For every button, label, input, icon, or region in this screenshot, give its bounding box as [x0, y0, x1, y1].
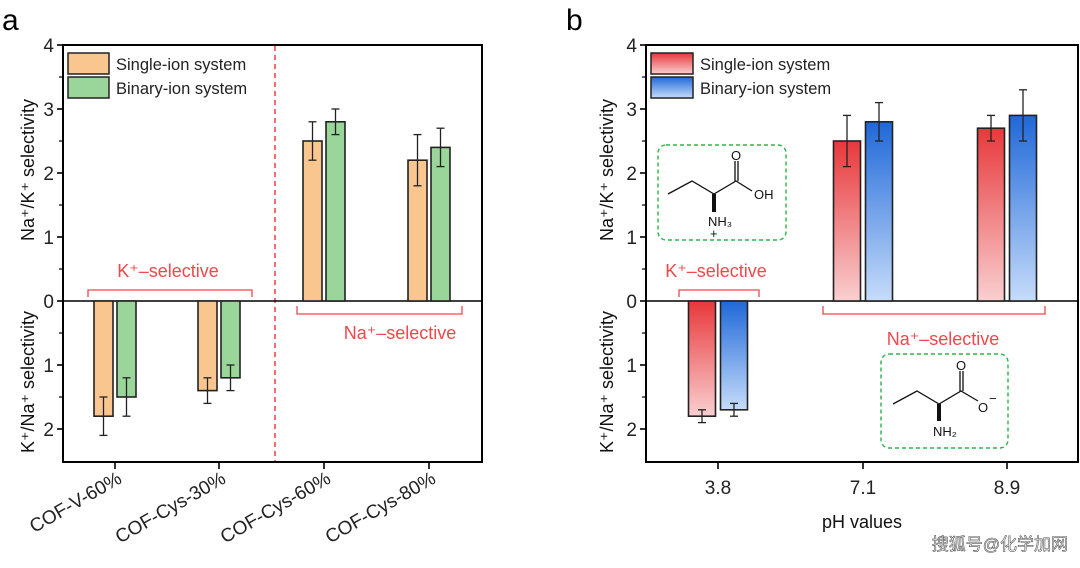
y-tick-label: 1: [43, 356, 54, 377]
watermark: 搜狐号@化学加网: [932, 535, 1068, 554]
bar-binary: [1008, 114, 1038, 302]
atom-nh3: NH₃: [708, 214, 732, 229]
k-selective-label: K⁺–selective: [665, 261, 767, 281]
y-label-top-b: Na⁺/K⁺ selectivity: [597, 99, 617, 241]
x-tick-label: COF-Cys-60%: [217, 468, 335, 548]
structure-deprotonated: O O − NH₂: [880, 353, 1009, 449]
y-tick-label: 1: [626, 356, 637, 377]
x-label-b: pH values: [822, 512, 902, 532]
k-selective-label: K⁺–selective: [117, 261, 219, 281]
atom-oh: OH: [754, 187, 774, 202]
atom-o: O: [731, 148, 741, 163]
bar-single: [302, 140, 323, 302]
bar-binary: [719, 300, 749, 411]
bar-single: [687, 300, 717, 417]
y-tick-label: 4: [626, 36, 637, 57]
charge-minus: −: [989, 391, 997, 406]
legend-label-single: Single-ion system: [116, 56, 246, 74]
bar-binary: [430, 146, 451, 302]
y-label-bottom-a: K⁺/Na⁺ selectivity: [18, 311, 38, 453]
plot-frame-b: [645, 44, 1079, 463]
y-tick-label: 2: [43, 420, 54, 441]
x-tick-label: 3.8: [705, 478, 731, 499]
y-tick-label: 3: [626, 100, 637, 121]
x-tick-label: 8.9: [994, 478, 1020, 499]
panel-a: a Na⁺/K⁺ selectivity K⁺/Na⁺ selectivity …: [2, 4, 483, 548]
y-tick-label: 2: [626, 164, 637, 185]
legend-label-binary: Binary-ion system: [700, 80, 831, 98]
x-tick-label: COF-Cys-30%: [112, 468, 230, 548]
atom-o-minus: O: [978, 400, 988, 415]
plot-frame-a: [62, 44, 483, 463]
na-selective-label: Na⁺–selective: [344, 323, 457, 343]
structure-protonated: O OH NH₃ +: [657, 144, 787, 241]
atom-o: O: [956, 358, 966, 373]
k-selective-bracket: [678, 289, 760, 297]
x-tick-label: COF-Cys-80%: [322, 468, 440, 548]
y-tick-label: 0: [626, 292, 637, 313]
na-selective-bracket: [296, 306, 463, 315]
panel-b: b Na⁺/K⁺ selectivity K⁺/Na⁺ selectivity …: [566, 4, 1079, 532]
y-tick-label: 4: [43, 36, 54, 57]
legend-swatch-binary: [67, 76, 110, 99]
bar-binary: [864, 121, 894, 302]
charge-plus: +: [710, 226, 718, 241]
panel-label-b: b: [566, 4, 583, 37]
x-tick-label: COF-V-60%: [26, 468, 125, 537]
atom-nh2: NH₂: [933, 424, 957, 439]
bar-single: [976, 127, 1006, 302]
na-selective-bracket: [822, 306, 1046, 315]
y-tick-label: 1: [43, 228, 54, 249]
y-label-top-a: Na⁺/K⁺ selectivity: [18, 99, 38, 241]
legend-label-binary: Binary-ion system: [116, 80, 247, 98]
legend-swatch-binary: [650, 76, 694, 99]
na-selective-label: Na⁺–selective: [887, 329, 1000, 349]
panel-label-a: a: [2, 4, 19, 37]
legend-label-single: Single-ion system: [700, 56, 830, 74]
y-tick-label: 0: [43, 292, 54, 313]
legend-swatch-single: [650, 52, 694, 75]
y-tick-label: 2: [626, 420, 637, 441]
x-tick-label: 7.1: [850, 478, 876, 499]
bar-binary: [325, 121, 346, 302]
y-tick-label: 1: [626, 228, 637, 249]
k-selective-bracket: [87, 289, 253, 297]
y-tick-label: 3: [43, 100, 54, 121]
y-label-bottom-b: K⁺/Na⁺ selectivity: [597, 311, 617, 453]
legend-swatch-single: [67, 52, 110, 75]
y-tick-label: 2: [43, 164, 54, 185]
